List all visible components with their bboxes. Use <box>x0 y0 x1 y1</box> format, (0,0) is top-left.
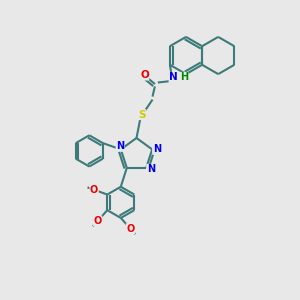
Text: N: N <box>116 141 124 152</box>
Text: O: O <box>90 185 98 195</box>
Text: O: O <box>126 224 134 234</box>
Text: N: N <box>147 164 155 174</box>
Text: N: N <box>153 144 161 154</box>
Text: O: O <box>94 216 102 226</box>
Text: N: N <box>169 72 178 82</box>
Text: S: S <box>138 110 146 120</box>
Text: H: H <box>180 72 188 82</box>
Text: O: O <box>140 70 149 80</box>
